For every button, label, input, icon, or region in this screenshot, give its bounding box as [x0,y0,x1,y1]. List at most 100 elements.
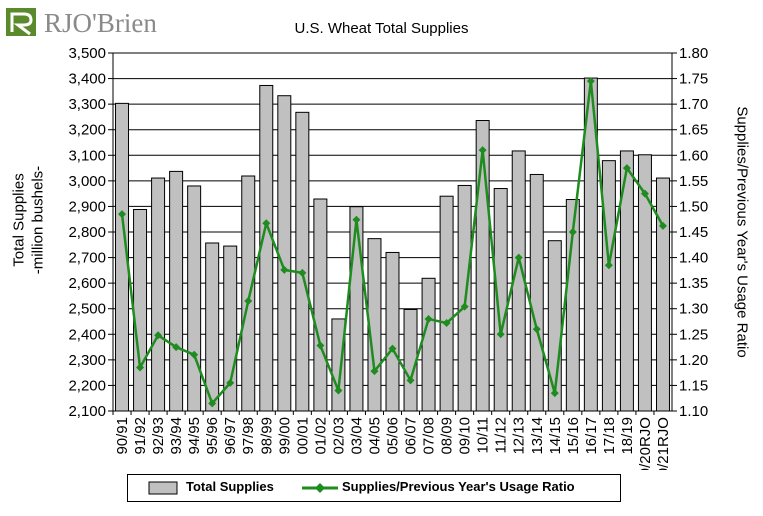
chart-legend: Total Supplies Supplies/Previous Year's … [127,474,621,502]
ratio-point [640,189,649,198]
ratio-point [172,343,181,352]
left-tick-label: 2,700 [68,250,106,267]
bar [385,251,400,412]
x-tick-label: 15/16 [565,417,582,455]
left-tick-label: 2,800 [68,224,106,241]
x-tick-label: 17/18 [601,417,618,455]
x-tick-label: 18/19 [619,417,636,455]
ratio-point [280,265,289,274]
x-tick-label: 90/91 [114,417,131,455]
ratio-point [622,164,631,173]
x-tick-label: 92/93 [150,417,167,455]
left-tick-label: 2,500 [68,301,106,318]
ratio-point [226,378,235,387]
ratio-point [352,215,361,224]
left-tick-label: 2,400 [68,326,106,343]
right-tick-label: 1.75 [679,71,708,88]
x-tick-label: 07/08 [421,417,438,455]
right-axis-label: Supplies/Previous Year's Usage Ratio [733,106,751,358]
right-tick-label: 1.35 [679,275,708,292]
x-tick-label: 13/14 [529,417,546,455]
right-tick-label: 1.25 [679,326,708,343]
left-tick-label: 3,300 [68,96,106,113]
x-tick-label: 11/12 [493,417,510,453]
ratio-point [136,363,145,372]
x-tick-label: 05/06 [385,417,402,455]
x-tick-label: 09/10 [457,417,474,455]
x-tick-label: 12/13 [511,417,528,455]
ratio-point [244,297,253,306]
chart-title: U.S. Wheat Total Supplies [294,20,469,37]
bar [313,198,328,412]
x-tick-label: 94/95 [186,417,203,455]
left-tick-label: 3,100 [68,147,106,164]
ratio-point [208,399,217,408]
ratio-point [550,389,559,398]
right-tick-label: 1.55 [679,173,708,190]
bar [475,120,490,412]
left-tick-label: 3,500 [68,45,106,62]
ratio-point [406,376,415,385]
bar [403,308,418,412]
right-tick-label: 1.50 [679,198,708,215]
right-tick-label: 1.45 [679,224,708,241]
x-tick-label: 98/99 [258,417,275,455]
left-tick-label: 2,100 [68,403,106,420]
left-tick-label: 3,200 [68,122,106,139]
ratio-point [604,261,613,270]
ratio-point [568,228,577,236]
bar [421,277,436,412]
left-tick-label: 2,900 [68,198,106,215]
ratio-point [532,325,541,334]
ratio-point [334,386,343,395]
right-tick-label: 1.80 [679,45,708,62]
bar [601,160,616,412]
legend-label-total-supplies: Total Supplies [186,479,274,494]
x-tick-label: 91/92 [132,417,149,455]
right-tick-label: 1.30 [679,301,708,318]
ratio-point [658,221,667,230]
ratio-point [298,268,307,277]
bar [277,95,292,412]
left-tick-label: 2,300 [68,352,106,369]
left-tick-label: 2,600 [68,275,106,292]
ratio-point [154,331,163,340]
x-tick-label: 96/97 [222,417,239,455]
left-axis-label-line2: -million bushels- [29,165,47,275]
ratio-point [442,319,451,328]
right-tick-label: 1.10 [679,403,708,420]
x-tick-label: 19/20RJO [637,417,654,470]
bar [655,177,670,412]
x-tick-label: 16/17 [583,417,600,455]
bar [349,206,364,412]
x-tick-label: 00/01 [294,417,311,455]
rjobrien-logo: RJO'Brien [4,6,157,40]
x-tick-label: 01/02 [312,417,329,455]
x-tick-label: 95/96 [204,417,221,455]
ratio-point [190,350,199,359]
legend-bar-swatch-icon [148,481,178,495]
right-tick-label: 1.70 [679,96,708,113]
logo-mark-icon [6,8,36,36]
x-tick-label: 08/09 [439,417,456,455]
left-tick-label: 3,400 [68,71,106,88]
ratio-point [118,210,127,219]
x-tick-label: 97/98 [240,417,257,455]
bar [151,177,166,412]
ratio-point [316,341,325,350]
right-tick-label: 1.40 [679,250,708,267]
left-axis-label-line1: Total Supplies [10,173,28,267]
bar [529,173,544,412]
ratio-point [514,253,523,262]
ratio-point [478,146,487,155]
ratio-point [586,77,595,86]
ratio-point [424,314,433,323]
x-tick-label: 06/07 [403,417,420,455]
left-tick-label: 3,000 [68,173,106,190]
x-tick-label: 14/15 [547,417,564,455]
x-tick-label: 02/03 [330,417,347,455]
bar [187,185,202,412]
x-tick-label: 93/94 [168,417,185,455]
bar [295,111,310,412]
ratio-point [262,219,271,228]
